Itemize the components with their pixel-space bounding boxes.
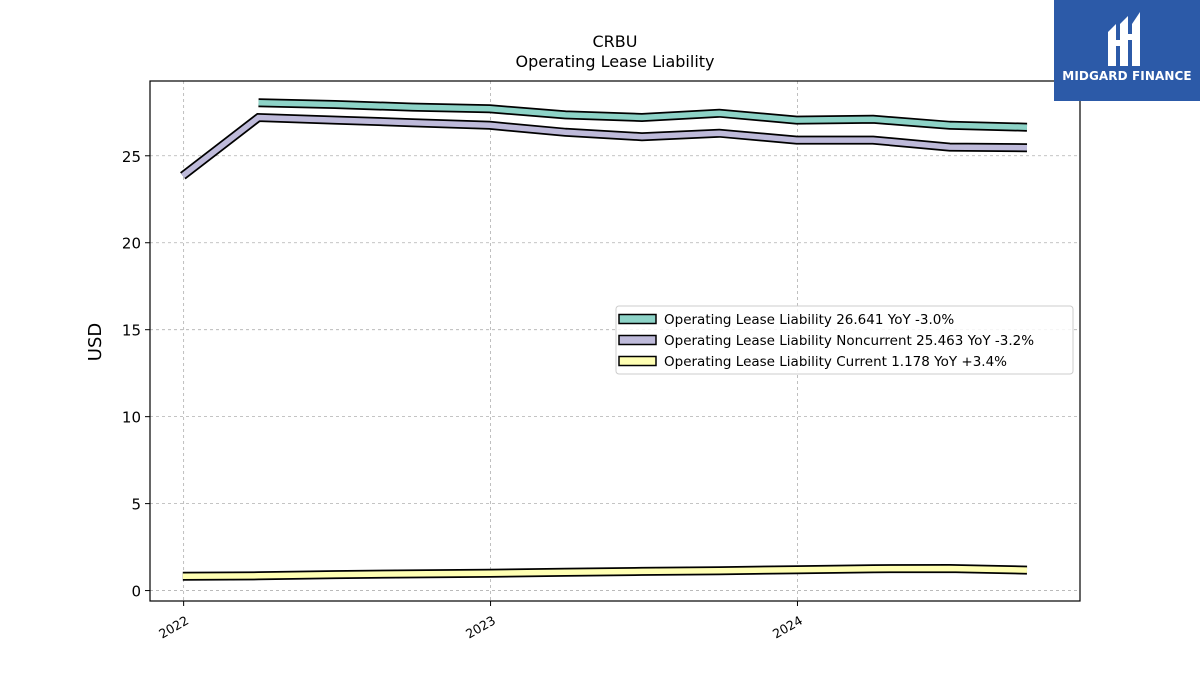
data-point [641, 136, 643, 138]
legend-swatch [618, 355, 657, 367]
data-point [718, 112, 720, 114]
data-point [1026, 569, 1028, 571]
legend-label: Operating Lease Liability 26.641 YoY -3.… [664, 312, 954, 328]
series-line-outline [180, 112, 1028, 180]
brand-name: MIDGARD FINANCE [1062, 69, 1192, 83]
data-point [412, 122, 414, 124]
series-lines [180, 98, 1028, 581]
data-point [796, 139, 798, 141]
data-point [1026, 147, 1028, 149]
data-point [334, 119, 336, 121]
data-point [949, 568, 951, 570]
legend-swatch [618, 313, 657, 325]
series-2 [182, 563, 1028, 581]
data-point [872, 118, 874, 120]
midgard-logo-icon [1108, 12, 1140, 66]
y-tick-label: 5 [131, 496, 141, 514]
data-point [949, 125, 951, 127]
data-point [718, 132, 720, 134]
chart-subtitle: Operating Lease Liability [515, 52, 714, 71]
plot-frame [149, 80, 1081, 602]
data-point [182, 175, 184, 177]
data-point [489, 125, 491, 127]
data-point [412, 573, 414, 575]
data-point [565, 114, 567, 116]
data-point [258, 117, 260, 119]
series-1 [180, 112, 1028, 180]
y-tick-label: 15 [122, 322, 141, 340]
series-line [258, 99, 1028, 130]
x-tick-label: 2023 [463, 613, 498, 642]
y-tick-label: 25 [122, 148, 141, 166]
data-point [334, 574, 336, 576]
series-line [182, 565, 1028, 580]
data-point [949, 146, 951, 148]
series-0 [258, 98, 1028, 132]
data-point [641, 571, 643, 573]
legend: Operating Lease Liability 26.641 YoY -3.… [615, 305, 1074, 375]
data-point [334, 104, 336, 106]
legend-box [615, 305, 1074, 375]
data-point [641, 117, 643, 119]
data-point [258, 102, 260, 104]
data-point [872, 568, 874, 570]
data-point [182, 576, 184, 578]
x-tick-label: 2024 [770, 613, 805, 642]
chart-title: CRBU [593, 32, 638, 51]
data-point [872, 139, 874, 141]
y-axis-label: USD [85, 323, 106, 361]
y-tick-label: 10 [122, 409, 141, 427]
series-line [181, 114, 1028, 178]
data-point [1026, 126, 1028, 128]
data-point [565, 572, 567, 574]
legend-label: Operating Lease Liability Noncurrent 25.… [664, 333, 1034, 349]
data-point [412, 106, 414, 108]
y-tick-label: 0 [131, 583, 141, 601]
data-point [796, 119, 798, 121]
data-point [718, 570, 720, 572]
y-tick-label: 20 [122, 235, 141, 253]
data-point [796, 569, 798, 571]
data-point [565, 132, 567, 134]
data-point [489, 572, 491, 574]
brand-logo: MIDGARD FINANCE [1054, 0, 1200, 101]
legend-swatch [618, 334, 657, 346]
data-point [489, 108, 491, 110]
data-point [258, 575, 260, 577]
legend-label: Operating Lease Liability Current 1.178 … [664, 354, 1007, 370]
x-tick-label: 2022 [156, 613, 191, 642]
